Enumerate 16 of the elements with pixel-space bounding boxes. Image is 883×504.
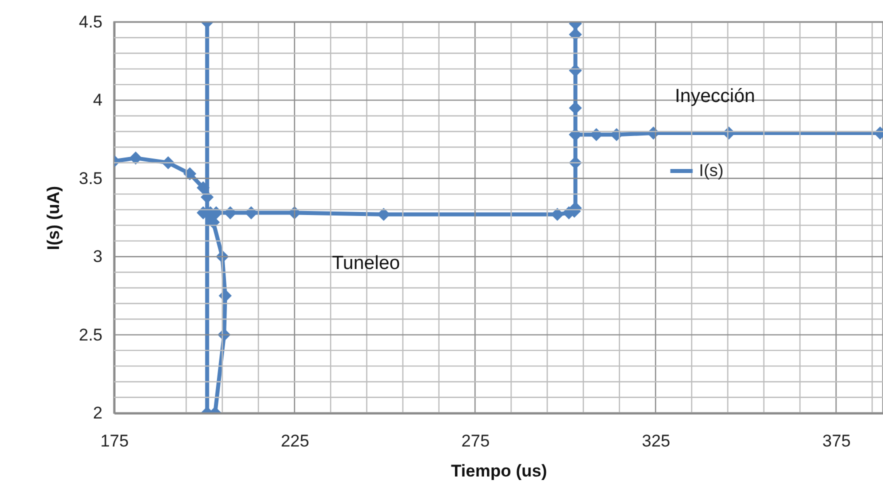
y-tick-label: 4.5 bbox=[78, 12, 102, 32]
y-tick-label: 2.5 bbox=[78, 325, 102, 344]
y-tick-label: 3.5 bbox=[78, 168, 102, 188]
x-tick-label: 375 bbox=[822, 432, 851, 450]
x-tick-label: 275 bbox=[461, 432, 490, 450]
x-tick-label: 325 bbox=[642, 432, 670, 450]
y-tick-label: 3 bbox=[93, 247, 102, 266]
y-axis-title: I(s) (uA) bbox=[44, 186, 63, 250]
legend-label: I(s) bbox=[699, 161, 724, 180]
annotation: Tuneleo bbox=[332, 253, 400, 274]
annotation: Inyección bbox=[674, 86, 756, 107]
y-tick-label: 2 bbox=[93, 404, 102, 422]
x-axis-title: Tiempo (us) bbox=[450, 462, 548, 480]
x-tick-label: 225 bbox=[280, 432, 310, 450]
y-tick-label: 4 bbox=[93, 90, 102, 110]
x-tick-label: 175 bbox=[100, 432, 129, 450]
